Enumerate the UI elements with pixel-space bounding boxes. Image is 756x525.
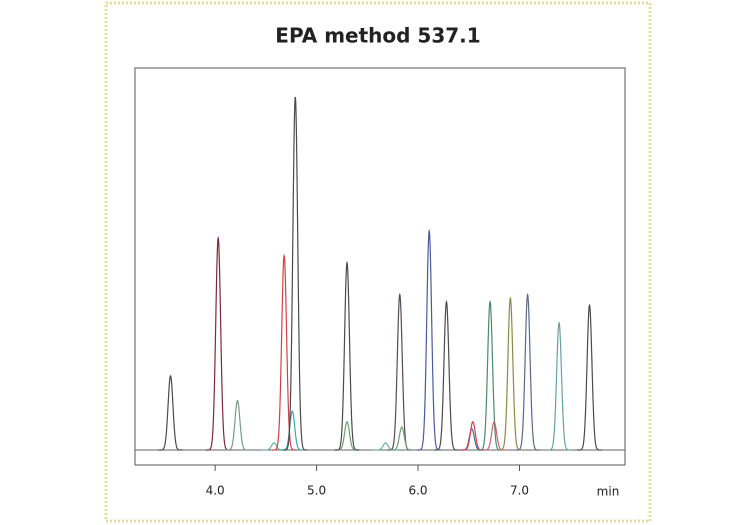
peak [459,428,484,451]
x-tick-label: 7.0 [510,484,529,498]
peak [334,260,360,451]
peak [389,426,414,451]
peak [546,321,572,451]
peak [577,303,602,451]
peak [225,399,250,451]
chart-title: EPA method 537.1 [275,24,480,48]
peak [387,292,412,451]
peak [334,421,360,451]
peak [515,292,540,451]
x-tick-label: 5.0 [307,484,326,498]
x-tick-label: 4.0 [206,484,225,498]
peak [206,235,231,451]
plot-frame [134,67,626,466]
peak [158,374,183,451]
peak [283,96,308,451]
peak [271,253,297,451]
peak [434,300,459,451]
outer-frame [104,1,652,523]
x-axis-label: min [597,485,620,499]
peak [417,228,442,451]
peak [460,421,485,451]
peak [477,300,503,451]
x-tick-label: 6.0 [408,484,427,498]
peak [498,296,523,451]
peak [261,442,287,451]
